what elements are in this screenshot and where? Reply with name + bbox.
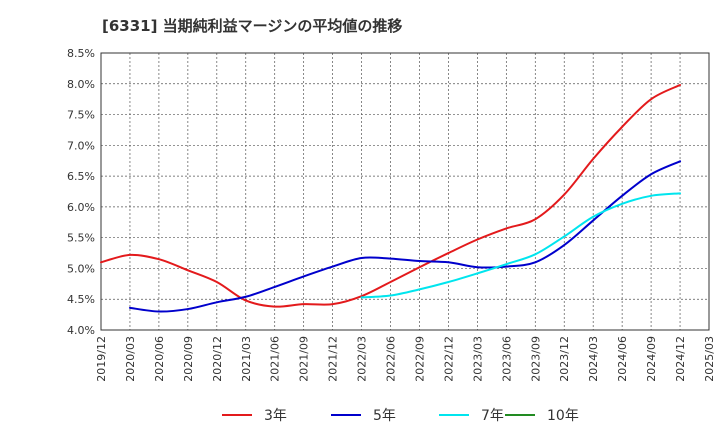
x-tick-label: 2020/09	[182, 336, 195, 382]
y-tick-label: 4.0%	[67, 324, 95, 337]
y-tick-label: 5.5%	[67, 232, 95, 245]
x-tick-label: 2022/03	[356, 336, 369, 382]
y-tick-label: 4.5%	[67, 293, 95, 306]
y-tick-label: 5.0%	[67, 262, 95, 275]
x-tick-label: 2022/09	[413, 336, 426, 382]
y-tick-label: 6.5%	[67, 170, 95, 183]
x-tick-label: 2023/03	[471, 336, 484, 382]
x-tick-label: 2021/03	[240, 336, 253, 382]
plot-area	[101, 53, 709, 330]
x-tick-label: 2023/12	[558, 336, 571, 382]
y-tick-label: 8.0%	[67, 78, 95, 91]
legend-label-0: 3年	[264, 408, 287, 424]
x-tick-label: 2024/09	[645, 336, 658, 382]
x-tick-label: 2021/09	[298, 336, 311, 382]
x-tick-label: 2024/03	[587, 336, 600, 382]
series-line-2	[360, 192, 682, 299]
x-tick-label: 2023/06	[500, 336, 513, 382]
x-tick-label: 2020/03	[124, 336, 137, 382]
x-tick-label: 2022/06	[385, 336, 398, 382]
legend-label-2: 7年	[481, 408, 504, 424]
y-tick-label: 6.0%	[67, 201, 95, 214]
x-tick-label: 2024/06	[616, 336, 629, 382]
x-tick-label: 2025/03	[703, 336, 716, 382]
legend-label-3: 10年	[547, 408, 579, 424]
x-tick-label: 2021/12	[327, 336, 340, 382]
x-tick-label: 2022/12	[442, 336, 455, 382]
x-tick-label: 2024/12	[674, 336, 687, 382]
y-tick-label: 8.5%	[67, 47, 95, 60]
chart-title: [6331] 当期純利益マージンの平均値の推移	[102, 17, 403, 35]
plot-border	[100, 52, 710, 331]
y-tick-label: 7.5%	[67, 109, 95, 122]
x-tick-label: 2020/06	[153, 336, 166, 382]
x-tick-label: 2021/06	[269, 336, 282, 382]
y-tick-label: 7.0%	[67, 139, 95, 152]
series-line-0	[100, 84, 682, 308]
series-line-1	[128, 160, 682, 313]
x-tick-label: 2023/09	[529, 336, 542, 382]
legend-label-1: 5年	[373, 408, 396, 424]
x-tick-label: 2019/12	[95, 336, 108, 382]
x-tick-label: 2020/12	[211, 336, 224, 382]
